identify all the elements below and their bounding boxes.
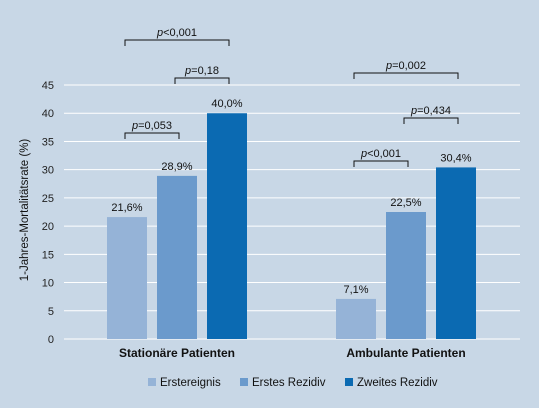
y-tick-label: 10 — [42, 278, 54, 290]
category-label: Stationäre Patienten — [119, 346, 235, 360]
legend-label: Erstereignis — [160, 377, 221, 389]
legend: Erstereignis Erstes Rezidiv Zweites Rezidi… — [148, 377, 438, 389]
significance-bracket — [353, 72, 459, 79]
data-label: 22,5% — [390, 197, 421, 209]
p-value-label: p=0,053 — [131, 120, 172, 132]
data-label: 7,1% — [343, 284, 368, 296]
y-tick-label: 30 — [42, 165, 54, 177]
legend-label: Zweites Rezidiv — [357, 377, 438, 389]
significance-bracket — [124, 132, 180, 139]
legend-swatch — [240, 378, 248, 386]
p-value-label: p=0,434 — [410, 105, 451, 117]
legend-label: Erstes Rezidiv — [252, 377, 326, 389]
y-tick-label: 5 — [48, 306, 54, 318]
bar — [207, 113, 247, 339]
p-value-label: p<0,001 — [360, 148, 401, 160]
bar — [336, 298, 376, 339]
p-value-label: p=0,18 — [184, 65, 219, 77]
x-axis-categories: Stationäre Patienten Ambulante Patienten — [119, 346, 466, 360]
data-label: 40,0% — [211, 98, 242, 110]
legend-swatch — [148, 378, 156, 386]
bar — [436, 167, 476, 339]
y-axis: 0 5 10 15 20 25 30 35 40 45 — [42, 80, 54, 346]
bar — [386, 212, 426, 339]
y-tick-label: 40 — [42, 108, 54, 120]
data-label: 30,4% — [440, 152, 471, 164]
y-tick-label: 0 — [48, 334, 54, 346]
p-value-label: p=0,002 — [385, 60, 426, 72]
y-tick-label: 15 — [42, 249, 54, 261]
y-tick-label: 20 — [42, 221, 54, 233]
data-label: 28,9% — [161, 161, 192, 173]
bars — [107, 113, 476, 339]
bar — [107, 217, 147, 339]
y-axis-title: 1-Jahres-Mortalitätsrate (%) — [19, 139, 31, 282]
data-label: 21,6% — [111, 202, 142, 214]
significance-bracket — [403, 117, 459, 124]
significance-bracket — [353, 160, 409, 167]
y-tick-label: 25 — [42, 193, 54, 205]
y-tick-label: 45 — [42, 80, 54, 92]
data-labels: 21,6% 7,1% 28,9% 22,5% 40,0% 30,4% — [111, 98, 471, 296]
p-value-label: p<0,001 — [156, 27, 197, 39]
category-label: Ambulante Patienten — [346, 346, 465, 360]
significance-brackets: p<0,001 p=0,18 p=0,053 p=0,002 p=0,434 p<0,00… — [124, 27, 459, 167]
significance-bracket — [174, 77, 230, 84]
significance-bracket — [124, 39, 230, 46]
legend-swatch — [345, 378, 353, 386]
y-tick-label: 35 — [42, 136, 54, 148]
bar — [157, 175, 197, 339]
